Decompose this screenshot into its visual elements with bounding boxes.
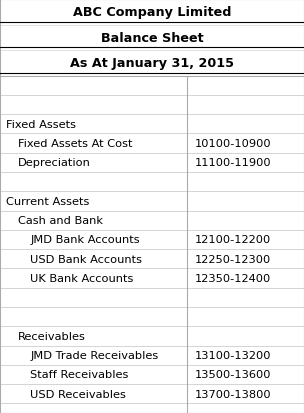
Text: ABC Company Limited: ABC Company Limited bbox=[73, 6, 231, 19]
Text: Fixed Assets At Cost: Fixed Assets At Cost bbox=[18, 139, 133, 149]
Text: 12350-12400: 12350-12400 bbox=[195, 273, 271, 283]
Text: JMD Trade Receivables: JMD Trade Receivables bbox=[30, 350, 159, 360]
Text: 13100-13200: 13100-13200 bbox=[195, 350, 271, 360]
Text: As At January 31, 2015: As At January 31, 2015 bbox=[70, 57, 234, 70]
Text: Current Assets: Current Assets bbox=[6, 197, 89, 206]
Text: 13700-13800: 13700-13800 bbox=[195, 389, 271, 399]
Text: USD Receivables: USD Receivables bbox=[30, 389, 126, 399]
Text: 10100-10900: 10100-10900 bbox=[195, 139, 271, 149]
Text: Cash and Bank: Cash and Bank bbox=[18, 216, 103, 225]
Text: Receivables: Receivables bbox=[18, 331, 86, 341]
Text: 12100-12200: 12100-12200 bbox=[195, 235, 271, 245]
Text: Fixed Assets: Fixed Assets bbox=[6, 119, 76, 130]
Text: Depreciation: Depreciation bbox=[18, 158, 91, 168]
Text: USD Bank Accounts: USD Bank Accounts bbox=[30, 254, 142, 264]
Text: 11100-11900: 11100-11900 bbox=[195, 158, 271, 168]
Text: UK Bank Accounts: UK Bank Accounts bbox=[30, 273, 134, 283]
Text: 12250-12300: 12250-12300 bbox=[195, 254, 271, 264]
Text: JMD Bank Accounts: JMD Bank Accounts bbox=[30, 235, 140, 245]
Text: 13500-13600: 13500-13600 bbox=[195, 370, 271, 380]
Text: Balance Sheet: Balance Sheet bbox=[101, 32, 203, 45]
Text: Staff Receivables: Staff Receivables bbox=[30, 370, 129, 380]
